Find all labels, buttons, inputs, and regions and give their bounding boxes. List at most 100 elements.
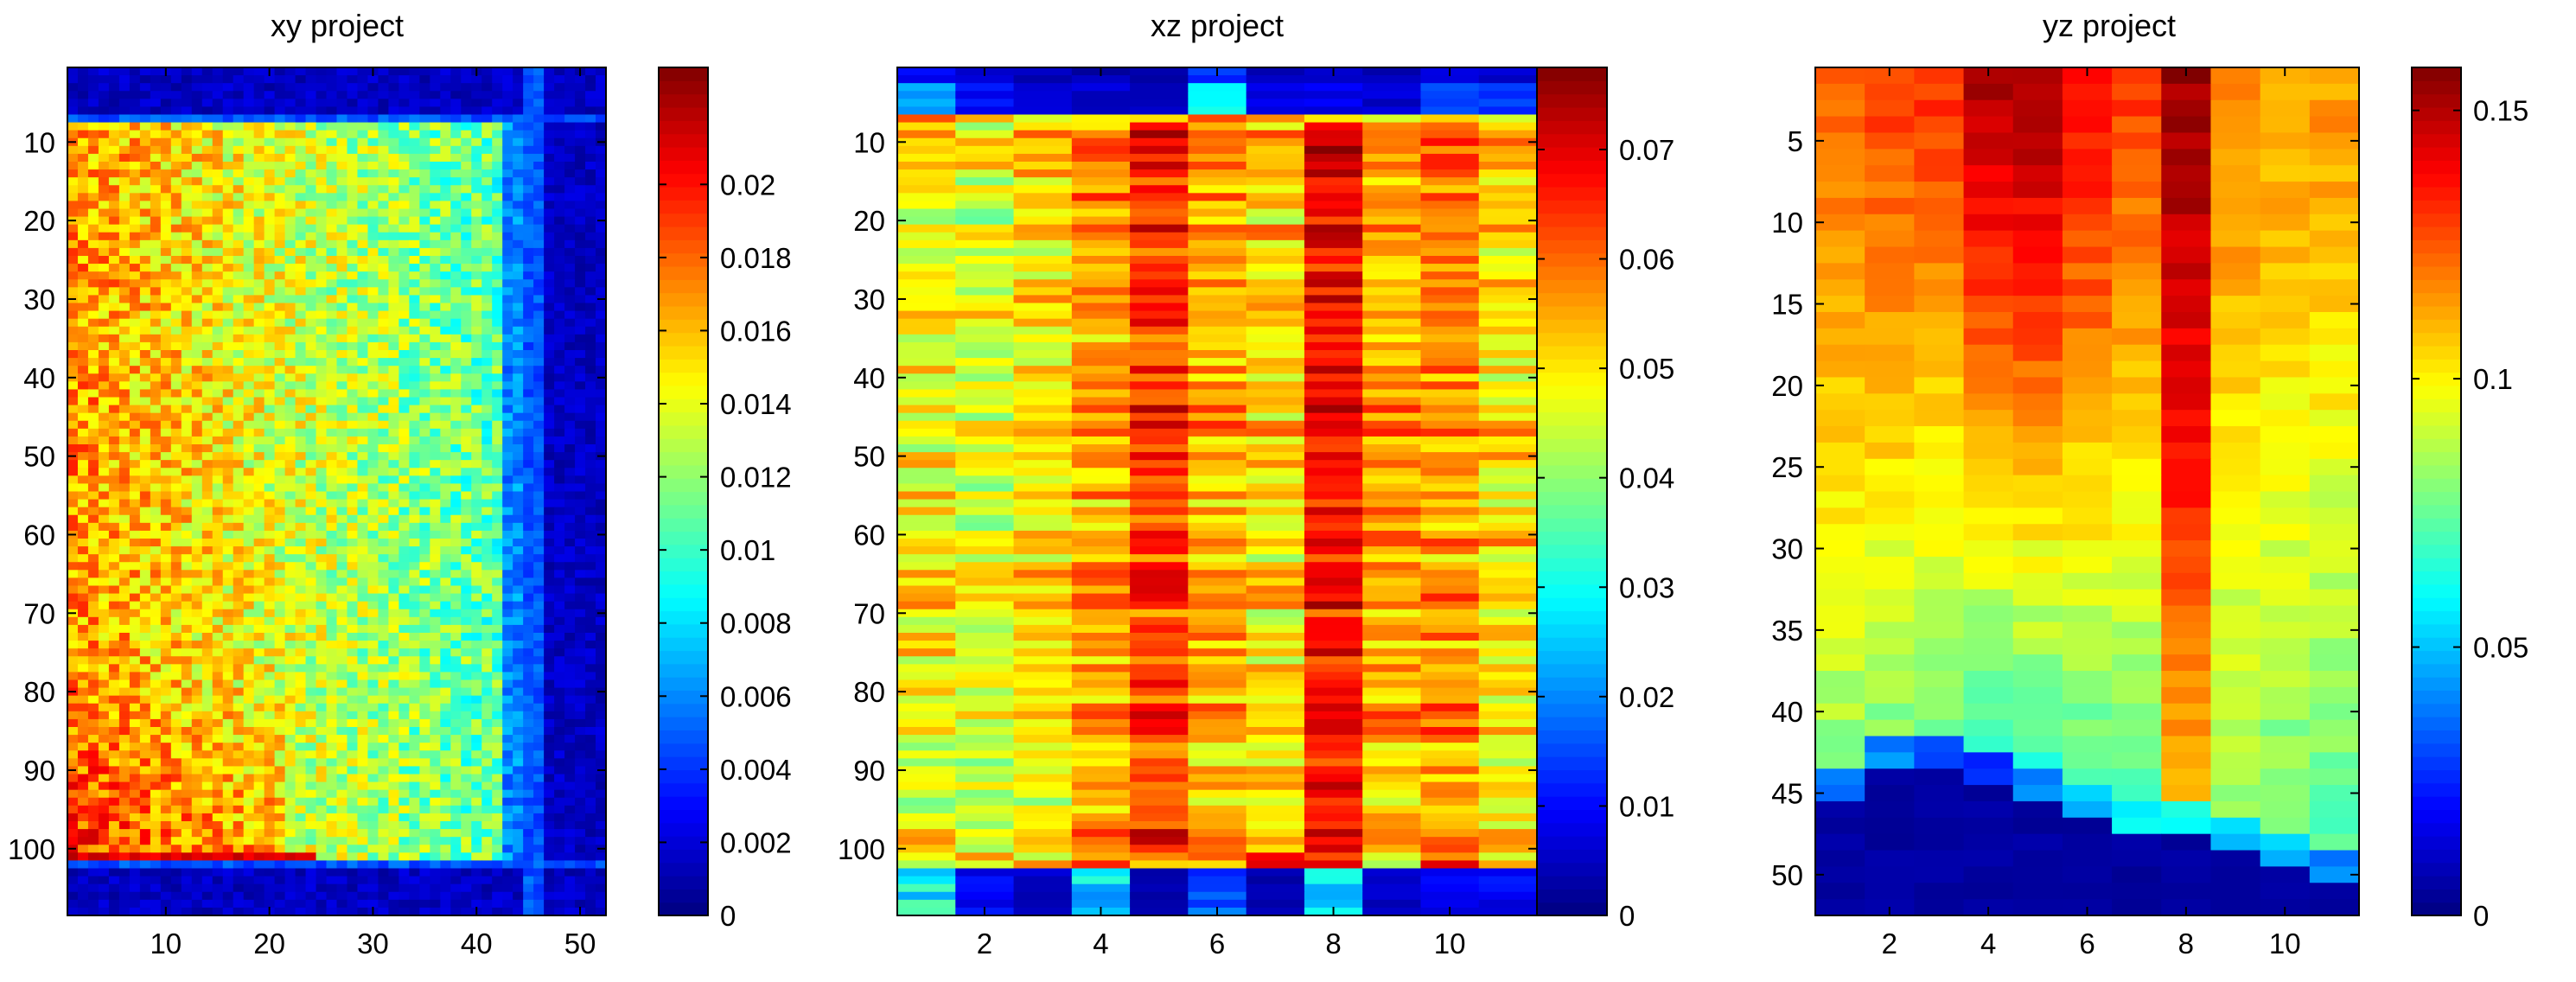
heatmap-cell	[170, 641, 182, 649]
heatmap-cell	[295, 624, 307, 634]
heatmap-cell	[513, 264, 524, 272]
heatmap-cell	[440, 475, 451, 485]
heatmap-cell	[399, 562, 410, 571]
heatmap-cell	[326, 224, 338, 233]
heatmap-cell	[430, 727, 441, 736]
heatmap-cell	[502, 420, 513, 430]
heatmap-cell	[336, 656, 348, 665]
heatmap-cell	[212, 491, 224, 501]
heatmap-cell	[430, 389, 441, 399]
heatmap-cell	[118, 522, 131, 532]
heatmap-cell	[564, 420, 576, 430]
heatmap-cell	[357, 264, 369, 272]
heatmap-cell	[357, 499, 369, 508]
heatmap-cell	[523, 624, 534, 634]
heatmap-cell	[295, 750, 307, 759]
heatmap-cell	[87, 577, 99, 587]
heatmap-cell	[367, 546, 379, 555]
heatmap-cell	[108, 224, 120, 233]
heatmap-cell	[274, 750, 286, 759]
heatmap-cell	[492, 169, 503, 178]
heatmap-cell	[430, 201, 441, 210]
heatmap-cell	[399, 468, 410, 476]
heatmap-cell	[264, 781, 276, 791]
heatmap-cell	[430, 797, 441, 807]
heatmap-cell	[409, 750, 420, 759]
heatmap-cell	[336, 805, 348, 814]
heatmap-cell	[450, 256, 462, 265]
heatmap-cell	[201, 99, 214, 108]
heatmap-cell	[160, 475, 172, 485]
heatmap-cell	[502, 452, 513, 461]
heatmap-cell	[450, 616, 462, 626]
heatmap-cell	[139, 169, 151, 178]
heatmap-cell	[450, 641, 462, 649]
heatmap-cell	[502, 616, 513, 626]
heatmap-cell	[513, 83, 524, 92]
heatmap-cell	[419, 633, 430, 641]
heatmap-cell	[316, 177, 328, 186]
heatmap-cell	[471, 130, 482, 139]
heatmap-cell	[440, 341, 451, 351]
heatmap-cell	[191, 522, 203, 532]
heatmap-cell	[481, 295, 493, 304]
heatmap-cell	[118, 727, 131, 736]
heatmap-cell	[336, 428, 348, 437]
heatmap-cell	[357, 577, 369, 587]
heatmap-cell	[399, 781, 410, 791]
heatmap-cell	[295, 83, 307, 92]
heatmap-cell	[596, 381, 607, 391]
heatmap-cell	[388, 412, 399, 422]
heatmap-cell	[564, 67, 576, 76]
heatmap-cell	[336, 813, 348, 822]
heatmap-cell	[585, 185, 596, 194]
heatmap-cell	[264, 224, 276, 233]
heatmap-cell	[191, 758, 203, 768]
heatmap-cell	[347, 554, 359, 563]
heatmap-cell	[409, 789, 420, 799]
heatmap-cell	[170, 99, 182, 108]
heatmap-cell	[222, 781, 234, 791]
heatmap-cell	[243, 122, 255, 131]
heatmap-cell	[233, 781, 245, 791]
heatmap-cell	[295, 436, 307, 445]
heatmap-cell	[264, 341, 276, 351]
heatmap-cell	[533, 554, 545, 563]
heatmap-cell	[284, 781, 296, 791]
heatmap-cell	[544, 562, 555, 571]
heatmap-cell	[450, 83, 462, 92]
heatmap-cell	[388, 703, 399, 712]
heatmap-cell	[596, 656, 607, 665]
heatmap-cell	[316, 99, 328, 108]
heatmap-cell	[523, 585, 534, 595]
heatmap-cell	[326, 271, 338, 280]
heatmap-cell	[160, 718, 172, 728]
heatmap-cell	[523, 310, 534, 320]
heatmap-cell	[139, 491, 151, 501]
heatmap-cell	[336, 585, 348, 595]
heatmap-cell	[399, 397, 410, 406]
heatmap-cell	[440, 232, 451, 241]
heatmap-cell	[118, 350, 131, 359]
heatmap-cell	[77, 727, 89, 736]
heatmap-cell	[67, 585, 79, 595]
heatmap-cell	[201, 381, 214, 391]
heatmap-cell	[118, 208, 131, 218]
heatmap-cell	[461, 633, 472, 641]
heatmap-cell	[450, 201, 462, 210]
heatmap-cell	[316, 491, 328, 501]
heatmap-cell	[575, 145, 586, 155]
heatmap-cell	[139, 303, 151, 312]
heatmap-cell	[544, 389, 555, 399]
heatmap-cell	[233, 577, 245, 587]
heatmap-cell	[129, 789, 141, 799]
heatmap-cell	[108, 483, 120, 493]
heatmap-cell	[347, 687, 359, 697]
heatmap-cell	[347, 350, 359, 359]
heatmap-cell	[150, 648, 162, 657]
heatmap-cell	[430, 130, 441, 139]
heatmap-cell	[399, 718, 410, 728]
heatmap-cell	[367, 656, 379, 665]
heatmap-cell	[201, 491, 214, 501]
heatmap-cell	[139, 750, 151, 759]
